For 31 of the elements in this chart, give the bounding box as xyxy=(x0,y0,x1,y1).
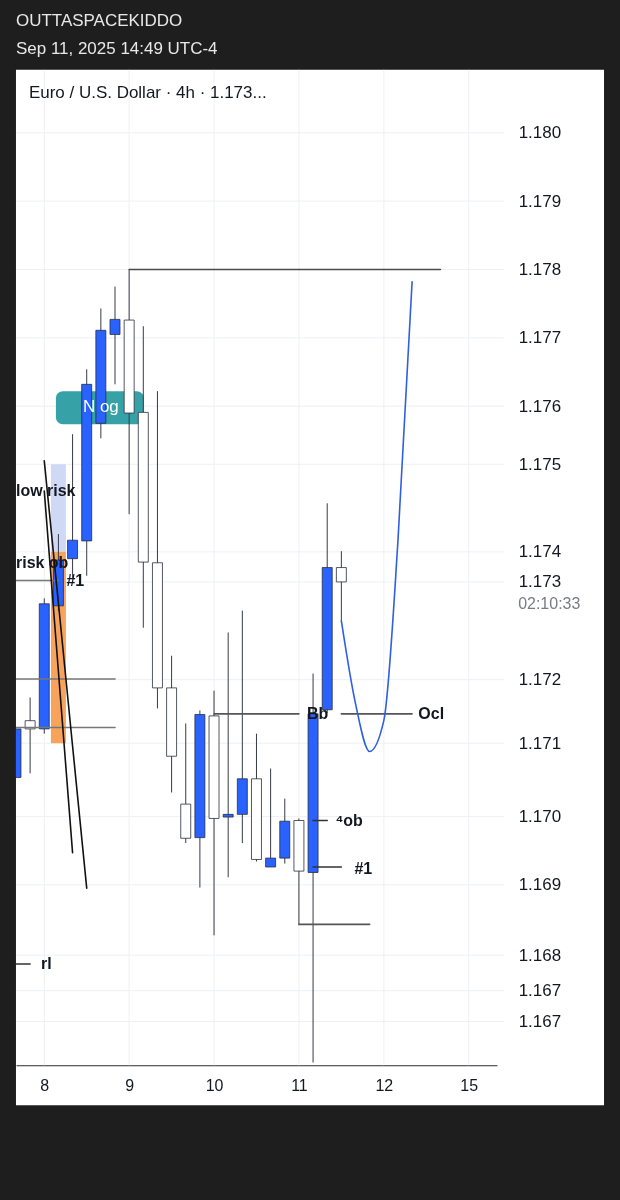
y-tick-label: 1.168 xyxy=(518,945,562,965)
y-tick-label: 1.176 xyxy=(518,396,562,416)
x-tick-label: 11 xyxy=(291,1076,308,1094)
text: 02:10:33 xyxy=(518,594,581,612)
y-tick-label: 1.172 xyxy=(518,670,562,690)
y-tick-label: 1.177 xyxy=(518,328,562,348)
y-tick-label: 1.180 xyxy=(518,123,562,143)
y-tick-label: 1.173 xyxy=(518,572,562,592)
y-tick-label: 1.167 xyxy=(518,981,562,1001)
y-tick-label: 1.179 xyxy=(518,191,562,211)
annotation: #1 xyxy=(66,571,85,589)
annotation: Ocl xyxy=(418,704,445,722)
y-tick-label: 1.171 xyxy=(518,733,562,753)
text: OUTTASPACEKIDDO xyxy=(15,10,183,30)
x-tick-label: 8 xyxy=(40,1076,50,1094)
text: Euro / U.S. Dollar · 4h · 1.173... xyxy=(28,83,267,103)
y-tick-label: 1.169 xyxy=(518,875,562,895)
annotation: rl xyxy=(40,955,52,973)
y-tick-label: 1.170 xyxy=(518,806,562,826)
y-tick-label: 1.175 xyxy=(518,454,562,474)
x-tick-label: 9 xyxy=(125,1076,135,1094)
annotation: risk ob xyxy=(15,554,69,572)
text: Sep 11, 2025 14:49 UTC-4 xyxy=(15,38,218,58)
x-tick-label: 15 xyxy=(460,1076,479,1094)
annotation: #1 xyxy=(354,859,373,877)
y-tick-label: 1.178 xyxy=(518,259,562,279)
annotation: ⁴ob xyxy=(335,811,364,829)
y-tick-label: 1.174 xyxy=(518,542,562,562)
x-tick-label: 10 xyxy=(205,1076,224,1094)
x-tick-label: 12 xyxy=(375,1076,394,1094)
y-tick-label: 1.167 xyxy=(518,1011,562,1031)
